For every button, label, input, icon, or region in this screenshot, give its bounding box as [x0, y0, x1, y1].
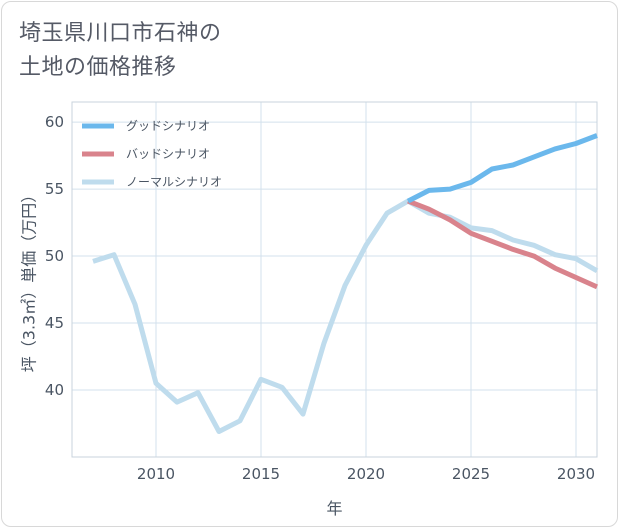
y-tick-label: 50 — [45, 247, 64, 265]
x-tick-label: 2025 — [452, 465, 490, 483]
x-tick-label: 2010 — [137, 465, 175, 483]
page-title: 埼玉県川口市石神の 土地の価格推移 — [19, 17, 419, 85]
x-axis-label: 年 — [326, 499, 342, 518]
y-axis-label: 坪（3.3㎡）単価（万円） — [20, 187, 39, 372]
grid-lines — [72, 102, 597, 457]
series-line-1 — [407, 198, 599, 290]
y-tick-label: 60 — [45, 113, 64, 131]
x-tick-labels: 2010 2015 2020 2025 2030 — [137, 465, 595, 483]
x-tick-label: 2015 — [242, 465, 280, 483]
plot-frame — [71, 101, 598, 458]
y-tick-label: 45 — [45, 314, 64, 332]
legend-label: グッドシナリオ — [126, 119, 210, 133]
series-line-2 — [92, 198, 599, 434]
legend-label: ノーマルシナリオ — [126, 175, 222, 189]
title-line-1: 埼玉県川口市石神の — [19, 21, 222, 46]
x-tick-label: 2030 — [557, 465, 595, 483]
y-tick-label: 40 — [45, 381, 64, 399]
x-tick-label: 2020 — [347, 465, 385, 483]
y-tick-labels: 40 45 50 55 60 — [45, 113, 64, 399]
series-lines — [92, 133, 599, 434]
legend-label: バッドシナリオ — [126, 147, 210, 161]
y-tick-label: 55 — [45, 180, 64, 198]
title-line-2: 土地の価格推移 — [19, 55, 177, 80]
series-line-0 — [406, 133, 598, 204]
